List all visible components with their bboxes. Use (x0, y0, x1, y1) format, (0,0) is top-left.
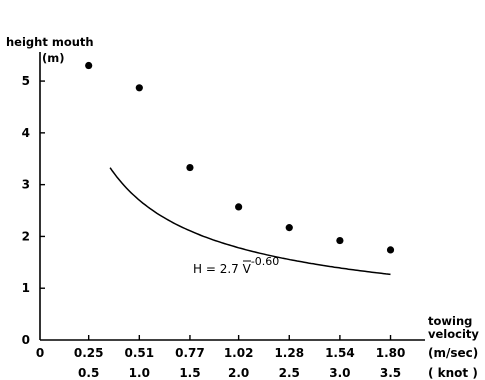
data-point (285, 224, 293, 232)
y-tick-label: 4 (22, 126, 30, 140)
x-tick-label-secondary: 0.5 (78, 366, 99, 380)
data-point (235, 203, 243, 211)
x-tick-label-secondary: 1.5 (179, 366, 200, 380)
fit-formula-main: H = 2.7 V (193, 262, 252, 276)
y-axis-title-line2: (m) (42, 51, 65, 65)
fit-formula-exponent: -0.60 (251, 255, 279, 268)
x-tick-label-primary: 0.51 (125, 346, 155, 360)
fit-formula: H = 2.7 V-0.60 (193, 255, 279, 276)
y-tick-label: 0 (22, 333, 30, 347)
y-tick-label: 1 (22, 281, 30, 295)
x-axis-unit-secondary: ( knot ) (428, 366, 478, 380)
x-tick-label-primary: 1.54 (325, 346, 355, 360)
x-tick-label-secondary: 3.5 (380, 366, 401, 380)
y-tick-label: 2 (22, 229, 30, 243)
axes (39, 52, 425, 341)
data-point (186, 163, 194, 172)
x-tick-label-secondary: 2.0 (228, 366, 249, 380)
data-point (85, 61, 93, 70)
y-tick-label: 3 (22, 178, 30, 192)
x-ticks: 0 0.25 0.5 0.51 1.0 0.77 1.5 1.02 2.0 1.28 2.5 1.54… (36, 335, 406, 380)
data-points (85, 61, 395, 254)
fit-curve (109, 167, 391, 276)
x-tick-label-secondary: 1.0 (129, 366, 150, 380)
y-tick-label: 5 (22, 74, 30, 88)
x-tick-label-primary: 1.02 (224, 346, 254, 360)
x-tick-label-secondary: 3.0 (329, 366, 350, 380)
data-point (135, 84, 143, 92)
x-axis-title-line1: towing (428, 314, 472, 328)
x-tick-label-primary: 0.25 (74, 346, 104, 360)
x-axis-unit-primary: (m/sec) (428, 346, 478, 360)
x-tick-label-primary: 1.28 (274, 346, 304, 360)
x-tick-label-primary: 1.80 (376, 346, 406, 360)
x-axis-title-line2: velocity (428, 327, 479, 341)
data-point (336, 236, 344, 245)
x-tick-label-primary: 0.77 (175, 346, 205, 360)
data-point (386, 246, 395, 254)
x-tick-label-origin: 0 (36, 346, 44, 360)
y-axis-title-line1: height mouth (6, 35, 94, 49)
x-tick-label-secondary: 2.5 (279, 366, 300, 380)
y-ticks: 0 1 2 3 4 5 (22, 74, 45, 347)
